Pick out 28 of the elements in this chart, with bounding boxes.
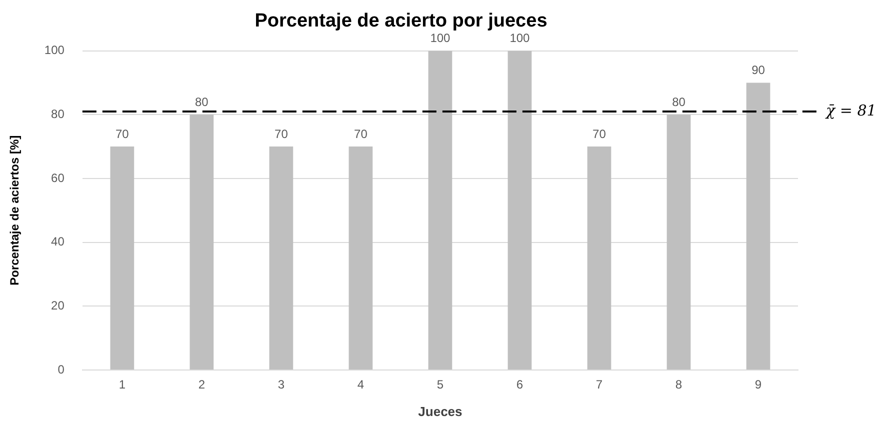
data-label: 70	[115, 126, 130, 141]
ref-line-label: χ̄ = 81	[825, 101, 876, 120]
data-label: 90	[752, 63, 766, 78]
x-axis-title: Jueces	[418, 404, 462, 419]
y-tick-label: 0	[58, 362, 65, 376]
x-tick-label: 3	[278, 378, 285, 392]
data-label: 70	[274, 126, 288, 141]
data-label: 100	[510, 31, 530, 46]
x-tick-label: 9	[754, 378, 762, 392]
y-tick-label: 80	[51, 106, 65, 121]
chart-title: Porcentaje de acierto por jueces	[254, 10, 548, 32]
y-tick-label: 100	[44, 43, 65, 58]
data-label: 70	[354, 126, 368, 141]
data-label: 80	[672, 94, 686, 109]
x-tick-label: 2	[198, 378, 206, 392]
data-label: 70	[592, 126, 606, 141]
x-tick-label: 7	[596, 378, 603, 392]
x-tick-label: 5	[436, 378, 444, 392]
x-tick-label: 8	[675, 378, 682, 392]
x-tick-label: 6	[516, 378, 524, 392]
data-label: 80	[195, 94, 209, 109]
y-tick-label: 60	[51, 170, 65, 185]
data-label: 100	[430, 31, 451, 46]
y-tick-label: 20	[51, 298, 65, 312]
y-tick-label: 40	[51, 234, 65, 249]
x-tick-label: 4	[357, 378, 364, 392]
x-tick-label: 1	[118, 378, 126, 392]
y-axis-title: Porcentaje de aciertos [%]	[8, 135, 22, 286]
